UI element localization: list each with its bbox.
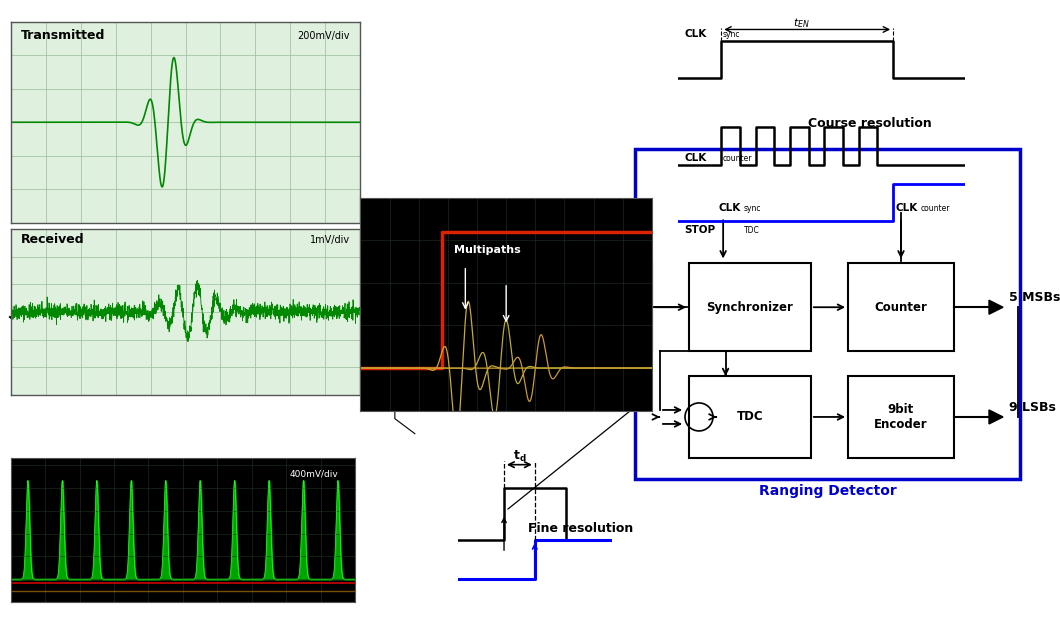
Text: Gain: Gain [255, 215, 284, 225]
Bar [635, 149, 1020, 479]
Polygon shape [989, 410, 1003, 424]
Text: Transmitted: Transmitted [21, 29, 105, 41]
Text: Fine resolution: Fine resolution [528, 522, 633, 535]
Text: output: output [391, 389, 417, 399]
Text: counter: counter [723, 154, 753, 163]
Polygon shape [989, 300, 1003, 314]
Text: CLK: CLK [599, 401, 621, 411]
Text: STOP: STOP [684, 224, 716, 234]
Text: 400mV/div: 400mV/div [289, 470, 338, 478]
Text: 3: 3 [266, 229, 273, 239]
Text: $t_{EN}$: $t_{EN}$ [793, 16, 810, 30]
Text: Received: Received [21, 233, 85, 246]
Bar [848, 263, 954, 351]
Text: Course resolution: Course resolution [808, 117, 932, 130]
Text: $\mathbf{t_d}$: $\mathbf{t_d}$ [513, 449, 526, 464]
Text: RX: RX [634, 402, 644, 411]
Text: Envelop
detector: Envelop detector [367, 293, 423, 321]
Text: 5 MSBs: 5 MSBs [1009, 291, 1060, 304]
Text: Limiting: Limiting [228, 302, 279, 312]
Text: 9bit
Encoder: 9bit Encoder [874, 403, 928, 431]
Text: Counter: Counter [874, 301, 928, 314]
Text: T_FF: T_FF [600, 301, 630, 314]
Text: CLK: CLK [684, 153, 706, 163]
Text: counter: counter [921, 204, 951, 213]
Text: Multipaths: Multipaths [454, 245, 520, 255]
Bar [848, 376, 954, 458]
Text: CLK: CLK [684, 29, 706, 39]
Text: 9 LSBs: 9 LSBs [1009, 401, 1056, 414]
Text: sync: sync [743, 204, 761, 213]
Text: TDC: TDC [737, 411, 763, 423]
Bar [578, 263, 652, 351]
Text: Synchronizer: Synchronizer [707, 301, 793, 314]
Text: Vth: Vth [495, 215, 517, 228]
Text: LNA: LNA [117, 302, 141, 312]
Text: 1mV/div: 1mV/div [310, 234, 350, 245]
Bar [689, 376, 811, 458]
Text: sync: sync [723, 30, 740, 39]
Text: ED: ED [375, 386, 390, 396]
Bar [344, 251, 445, 364]
Text: CLK: CLK [718, 203, 740, 213]
Text: TDC: TDC [744, 226, 760, 234]
Text: CLK: CLK [896, 203, 918, 213]
Text: Leading edge: Leading edge [375, 207, 476, 220]
Text: 200mV/div: 200mV/div [298, 31, 350, 41]
Bar [689, 263, 811, 351]
Text: Ranging Detector: Ranging Detector [759, 484, 897, 498]
